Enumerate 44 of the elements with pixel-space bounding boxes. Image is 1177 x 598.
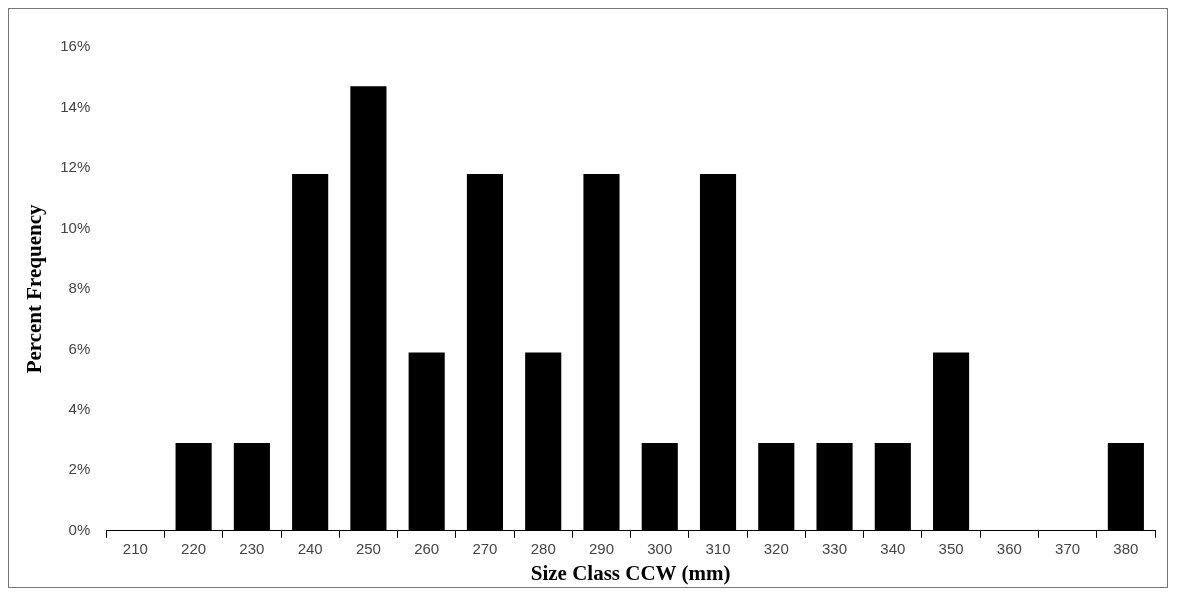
x-tick-label: 220 bbox=[181, 539, 207, 557]
x-tick-label: 370 bbox=[1055, 539, 1081, 557]
y-tick-label: 6% bbox=[68, 339, 91, 357]
x-tick-label: 320 bbox=[763, 539, 789, 557]
x-tick-label: 260 bbox=[414, 539, 440, 557]
bar bbox=[758, 443, 795, 531]
x-tick-label: 360 bbox=[996, 539, 1022, 557]
x-tick-label: 340 bbox=[880, 539, 906, 557]
x-tick-label: 240 bbox=[297, 539, 323, 557]
y-tick-label: 10% bbox=[60, 218, 91, 236]
bar bbox=[816, 443, 853, 531]
bar bbox=[350, 86, 387, 531]
bar bbox=[699, 174, 737, 531]
x-tick-label: 350 bbox=[938, 539, 964, 557]
bar bbox=[641, 443, 678, 531]
bar bbox=[408, 352, 445, 531]
x-tick-label: 330 bbox=[822, 539, 848, 557]
x-tick-label: 300 bbox=[647, 539, 673, 557]
x-tick-label: 270 bbox=[472, 539, 498, 557]
bar bbox=[525, 352, 562, 531]
y-tick-label: 8% bbox=[68, 279, 91, 297]
bar bbox=[874, 443, 911, 531]
y-tick-label: 12% bbox=[60, 158, 91, 176]
bar bbox=[292, 174, 329, 531]
y-tick-label: 14% bbox=[60, 97, 91, 115]
bar bbox=[233, 443, 270, 531]
x-tick-label: 250 bbox=[355, 539, 381, 557]
x-tick-label: 280 bbox=[530, 539, 556, 557]
x-axis-title: Size Class CCW (mm) bbox=[530, 560, 731, 585]
y-axis-title: Percent Frequency bbox=[22, 203, 47, 374]
x-tick-label: 380 bbox=[1113, 539, 1139, 557]
bar bbox=[1107, 443, 1144, 531]
y-tick-label: 4% bbox=[68, 399, 91, 417]
x-tick-label: 290 bbox=[588, 539, 614, 557]
x-tick-label: 210 bbox=[122, 539, 148, 557]
y-tick-label: 0% bbox=[68, 520, 91, 538]
bar bbox=[175, 443, 212, 531]
bar bbox=[583, 174, 620, 531]
y-tick-label: 2% bbox=[68, 460, 91, 478]
x-tick-label: 310 bbox=[705, 539, 731, 557]
y-tick-label: 16% bbox=[60, 37, 91, 55]
x-tick-label: 230 bbox=[239, 539, 265, 557]
bar bbox=[933, 352, 970, 531]
bar bbox=[466, 174, 504, 531]
